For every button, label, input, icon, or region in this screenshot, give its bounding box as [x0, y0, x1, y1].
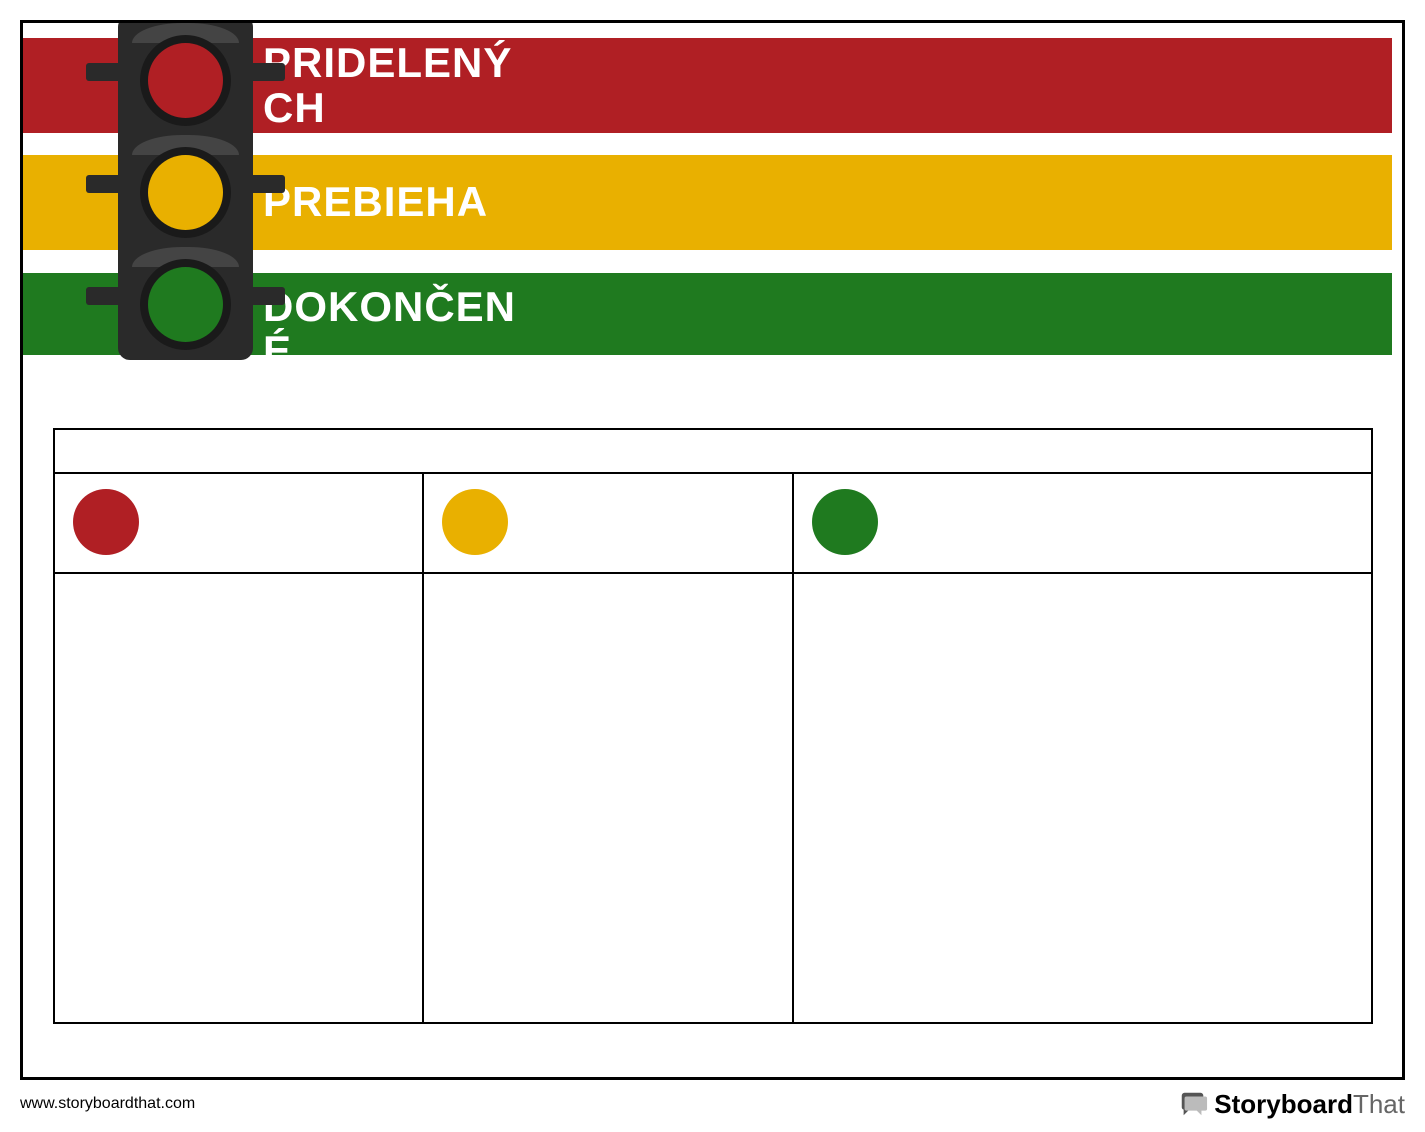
table-cell-red [54, 573, 423, 1023]
table-header-cell-yellow [423, 473, 792, 573]
dot-yellow-icon [442, 489, 508, 555]
page-frame: PRIDELENÝ CH PREBIEHA DOKONČEN É [20, 20, 1405, 1080]
brand-strong: Storyboard [1214, 1089, 1353, 1119]
dot-green-icon [812, 489, 878, 555]
traffic-light-red-icon [148, 43, 223, 118]
legend-label-yellow: PREBIEHA [263, 180, 583, 224]
speech-bubble-icon [1178, 1089, 1208, 1119]
traffic-light-yellow-icon [148, 155, 223, 230]
legend-label-red: PRIDELENÝ CH [263, 41, 583, 129]
table-title-row [54, 429, 1372, 473]
status-table [53, 428, 1373, 1024]
table-header-cell-green [793, 473, 1372, 573]
table-header-row [54, 473, 1372, 573]
traffic-light-icon [118, 20, 253, 375]
legend-label-green: DOKONČEN É [263, 285, 583, 355]
table-header-cell-red [54, 473, 423, 573]
table-body-row [54, 573, 1372, 1023]
table-cell-green [793, 573, 1372, 1023]
footer: www.storyboardthat.com StoryboardThat [20, 1086, 1405, 1122]
brand-thin: That [1353, 1089, 1405, 1119]
traffic-light-green-icon [148, 267, 223, 342]
footer-brand: StoryboardThat [1178, 1089, 1405, 1120]
dot-red-icon [73, 489, 139, 555]
table-cell-yellow [423, 573, 792, 1023]
footer-url: www.storyboardthat.com [20, 1095, 195, 1113]
